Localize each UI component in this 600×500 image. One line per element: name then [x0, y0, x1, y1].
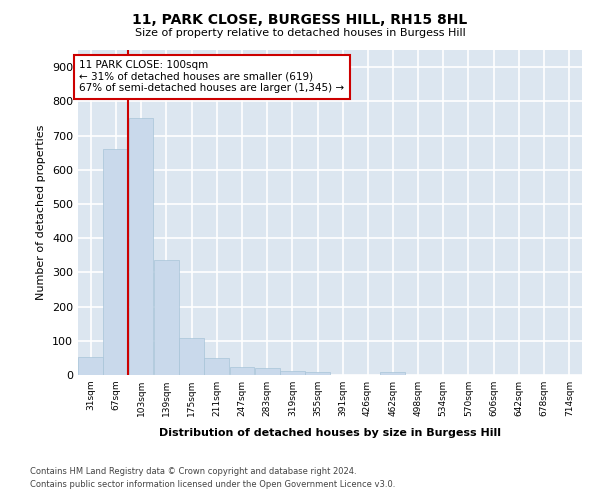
Text: Contains HM Land Registry data © Crown copyright and database right 2024.: Contains HM Land Registry data © Crown c…	[30, 468, 356, 476]
Bar	[78, 357, 103, 375]
Bar	[280, 371, 305, 375]
Text: Size of property relative to detached houses in Burgess Hill: Size of property relative to detached ho…	[134, 28, 466, 38]
Text: 11, PARK CLOSE, BURGESS HILL, RH15 8HL: 11, PARK CLOSE, BURGESS HILL, RH15 8HL	[133, 12, 467, 26]
Text: Distribution of detached houses by size in Burgess Hill: Distribution of detached houses by size …	[159, 428, 501, 438]
Bar	[380, 372, 405, 375]
Bar	[103, 149, 128, 375]
Text: 11 PARK CLOSE: 100sqm
← 31% of detached houses are smaller (619)
67% of semi-det: 11 PARK CLOSE: 100sqm ← 31% of detached …	[79, 60, 344, 94]
Y-axis label: Number of detached properties: Number of detached properties	[37, 125, 46, 300]
Bar	[305, 372, 330, 375]
Bar	[154, 260, 179, 375]
Bar	[230, 368, 254, 375]
Bar	[205, 358, 229, 375]
Bar	[255, 368, 280, 375]
Bar	[179, 338, 204, 375]
Text: Contains public sector information licensed under the Open Government Licence v3: Contains public sector information licen…	[30, 480, 395, 489]
Bar	[129, 118, 154, 375]
